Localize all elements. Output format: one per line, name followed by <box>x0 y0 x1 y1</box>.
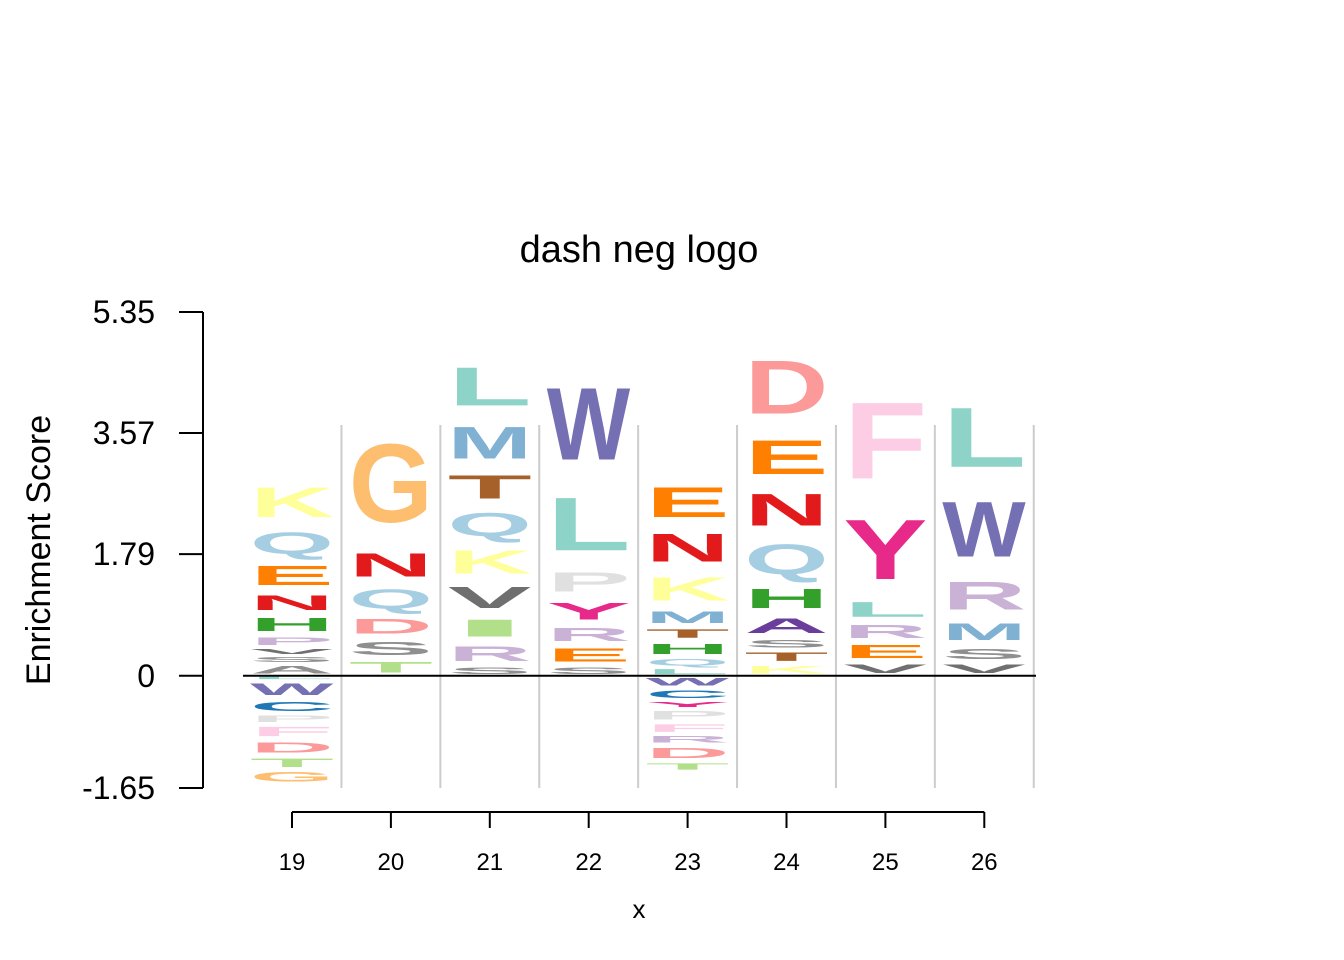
logo-letter-w: W <box>646 676 730 688</box>
logo-letter-a: A <box>745 614 829 638</box>
logo-letter-r: R <box>942 574 1026 618</box>
logo-letter-e: E <box>547 645 631 665</box>
logo-letter-h: H <box>744 583 828 613</box>
logo-letter-i: I <box>448 615 532 642</box>
logo-letter-n: N <box>349 547 433 584</box>
logo-letter-p: P <box>250 714 334 724</box>
logo-letter-l: L <box>646 668 730 676</box>
logo-letter-s: S <box>942 645 1026 662</box>
logo-letter-s: S <box>547 666 631 676</box>
logo-letter-s: S <box>448 666 532 676</box>
logo-letter-d: D <box>745 345 829 430</box>
logo-letter-d: D <box>349 614 433 638</box>
logo-letter-n: N <box>745 484 829 535</box>
logo-letter-w: W <box>250 680 335 699</box>
logo-letter-k: K <box>646 571 730 608</box>
y-tick-label: 0 <box>137 658 155 694</box>
logo-letter-r: R <box>843 621 927 641</box>
logo-letter-y: Y <box>646 700 730 708</box>
x-tick-label: 25 <box>872 849 899 876</box>
logo-letter-q: Q <box>745 536 829 583</box>
logo-letter-c: C <box>646 688 730 700</box>
logo-letter-g: G <box>349 421 433 546</box>
logo-letter-d: D <box>646 744 730 761</box>
logo-letter-q: Q <box>646 658 730 668</box>
logo-letter-v: V <box>448 581 532 615</box>
y-tick-label: 5.35 <box>93 294 155 330</box>
logo-letter-v: V <box>942 662 1026 676</box>
logo-letter-t: T <box>250 756 334 770</box>
logo-letter-h: H <box>646 640 730 657</box>
logo-letter-r: R <box>448 642 532 666</box>
logo-letter-c: C <box>250 699 334 714</box>
logo-letter-p: P <box>547 567 631 597</box>
axes: 5.35 3.57 1.79 0 -1.65 19 20 21 22 23 24 25 26 <box>82 294 1036 876</box>
logo-letter-f: F <box>250 724 334 739</box>
logo-letter-w: W <box>942 485 1026 574</box>
logo-letter-g: G <box>250 770 334 785</box>
logo-letter-e: E <box>250 561 334 591</box>
logo-letter-k: K <box>448 544 532 581</box>
logo-letter-p: P <box>646 708 730 722</box>
logo-letter-f: F <box>646 722 730 734</box>
logo-letter-m: M <box>646 608 730 627</box>
logo-letter-l: L <box>547 481 631 566</box>
logo-letter-l: L <box>250 676 334 680</box>
x-tick-label: 21 <box>476 849 503 876</box>
logo-stacks: ASVPHNEQKLWCPFDTGTSDQNGSRIVKQTMLSERYPLWL… <box>250 345 1027 785</box>
logo-letter-l: L <box>843 598 927 622</box>
logo-letter-n: N <box>250 591 334 615</box>
logo-letter-f: F <box>843 381 927 502</box>
logo-letter-s: S <box>250 655 334 663</box>
logo-letter-l: L <box>448 356 532 417</box>
logo-letter-s: S <box>744 638 828 650</box>
logo-letter-q: Q <box>448 506 532 543</box>
logo-letter-p: P <box>250 635 334 647</box>
x-axis-label: x <box>633 894 646 924</box>
x-tick-label: 23 <box>674 849 701 876</box>
chart-title: dash neg logo <box>520 229 759 271</box>
logo-letter-h: H <box>250 615 334 635</box>
logo-letter-e: E <box>843 642 927 662</box>
logo-letter-q: Q <box>250 526 334 560</box>
logo-letter-k: K <box>745 663 829 675</box>
logo-letter-r: R <box>646 734 730 744</box>
y-tick-label: 1.79 <box>93 536 155 572</box>
y-tick-label: -1.65 <box>82 770 155 806</box>
x-tick-label: 24 <box>773 849 800 876</box>
logo-letter-t: T <box>646 761 730 771</box>
logo-letter-s: S <box>349 639 433 659</box>
logo-letter-r: R <box>547 625 631 645</box>
logo-letter-a: A <box>250 663 334 675</box>
logo-letter-l: L <box>942 391 1026 485</box>
y-tick-label: 3.57 <box>93 415 155 451</box>
x-tick-label: 20 <box>378 849 405 876</box>
logo-letter-e: E <box>745 431 829 485</box>
logo-letter-t: T <box>745 650 829 664</box>
logo-letter-v: V <box>250 647 334 655</box>
logo-letter-n: N <box>646 526 730 570</box>
logo-letter-m: M <box>942 618 1026 645</box>
y-axis-label: Enrichment Score <box>20 415 58 685</box>
logo-letter-t: T <box>448 468 532 505</box>
logo-letter-t: T <box>646 627 730 641</box>
logo-letter-q: Q <box>349 584 433 615</box>
logo-letter-m: M <box>448 417 532 468</box>
logo-letter-v: V <box>843 662 927 676</box>
logo-letter-e: E <box>646 478 730 525</box>
x-tick-label: 19 <box>279 849 306 876</box>
logo-letter-y: Y <box>843 502 927 597</box>
logo-letter-d: D <box>250 739 334 756</box>
logo-letter-k: K <box>250 479 334 527</box>
x-tick-label: 26 <box>971 849 998 876</box>
column-separators <box>340 425 1035 788</box>
logo-letter-w: W <box>547 367 631 482</box>
logo-letter-t: T <box>349 659 433 676</box>
logo-letter-y: Y <box>547 598 631 625</box>
x-tick-label: 22 <box>575 849 602 876</box>
